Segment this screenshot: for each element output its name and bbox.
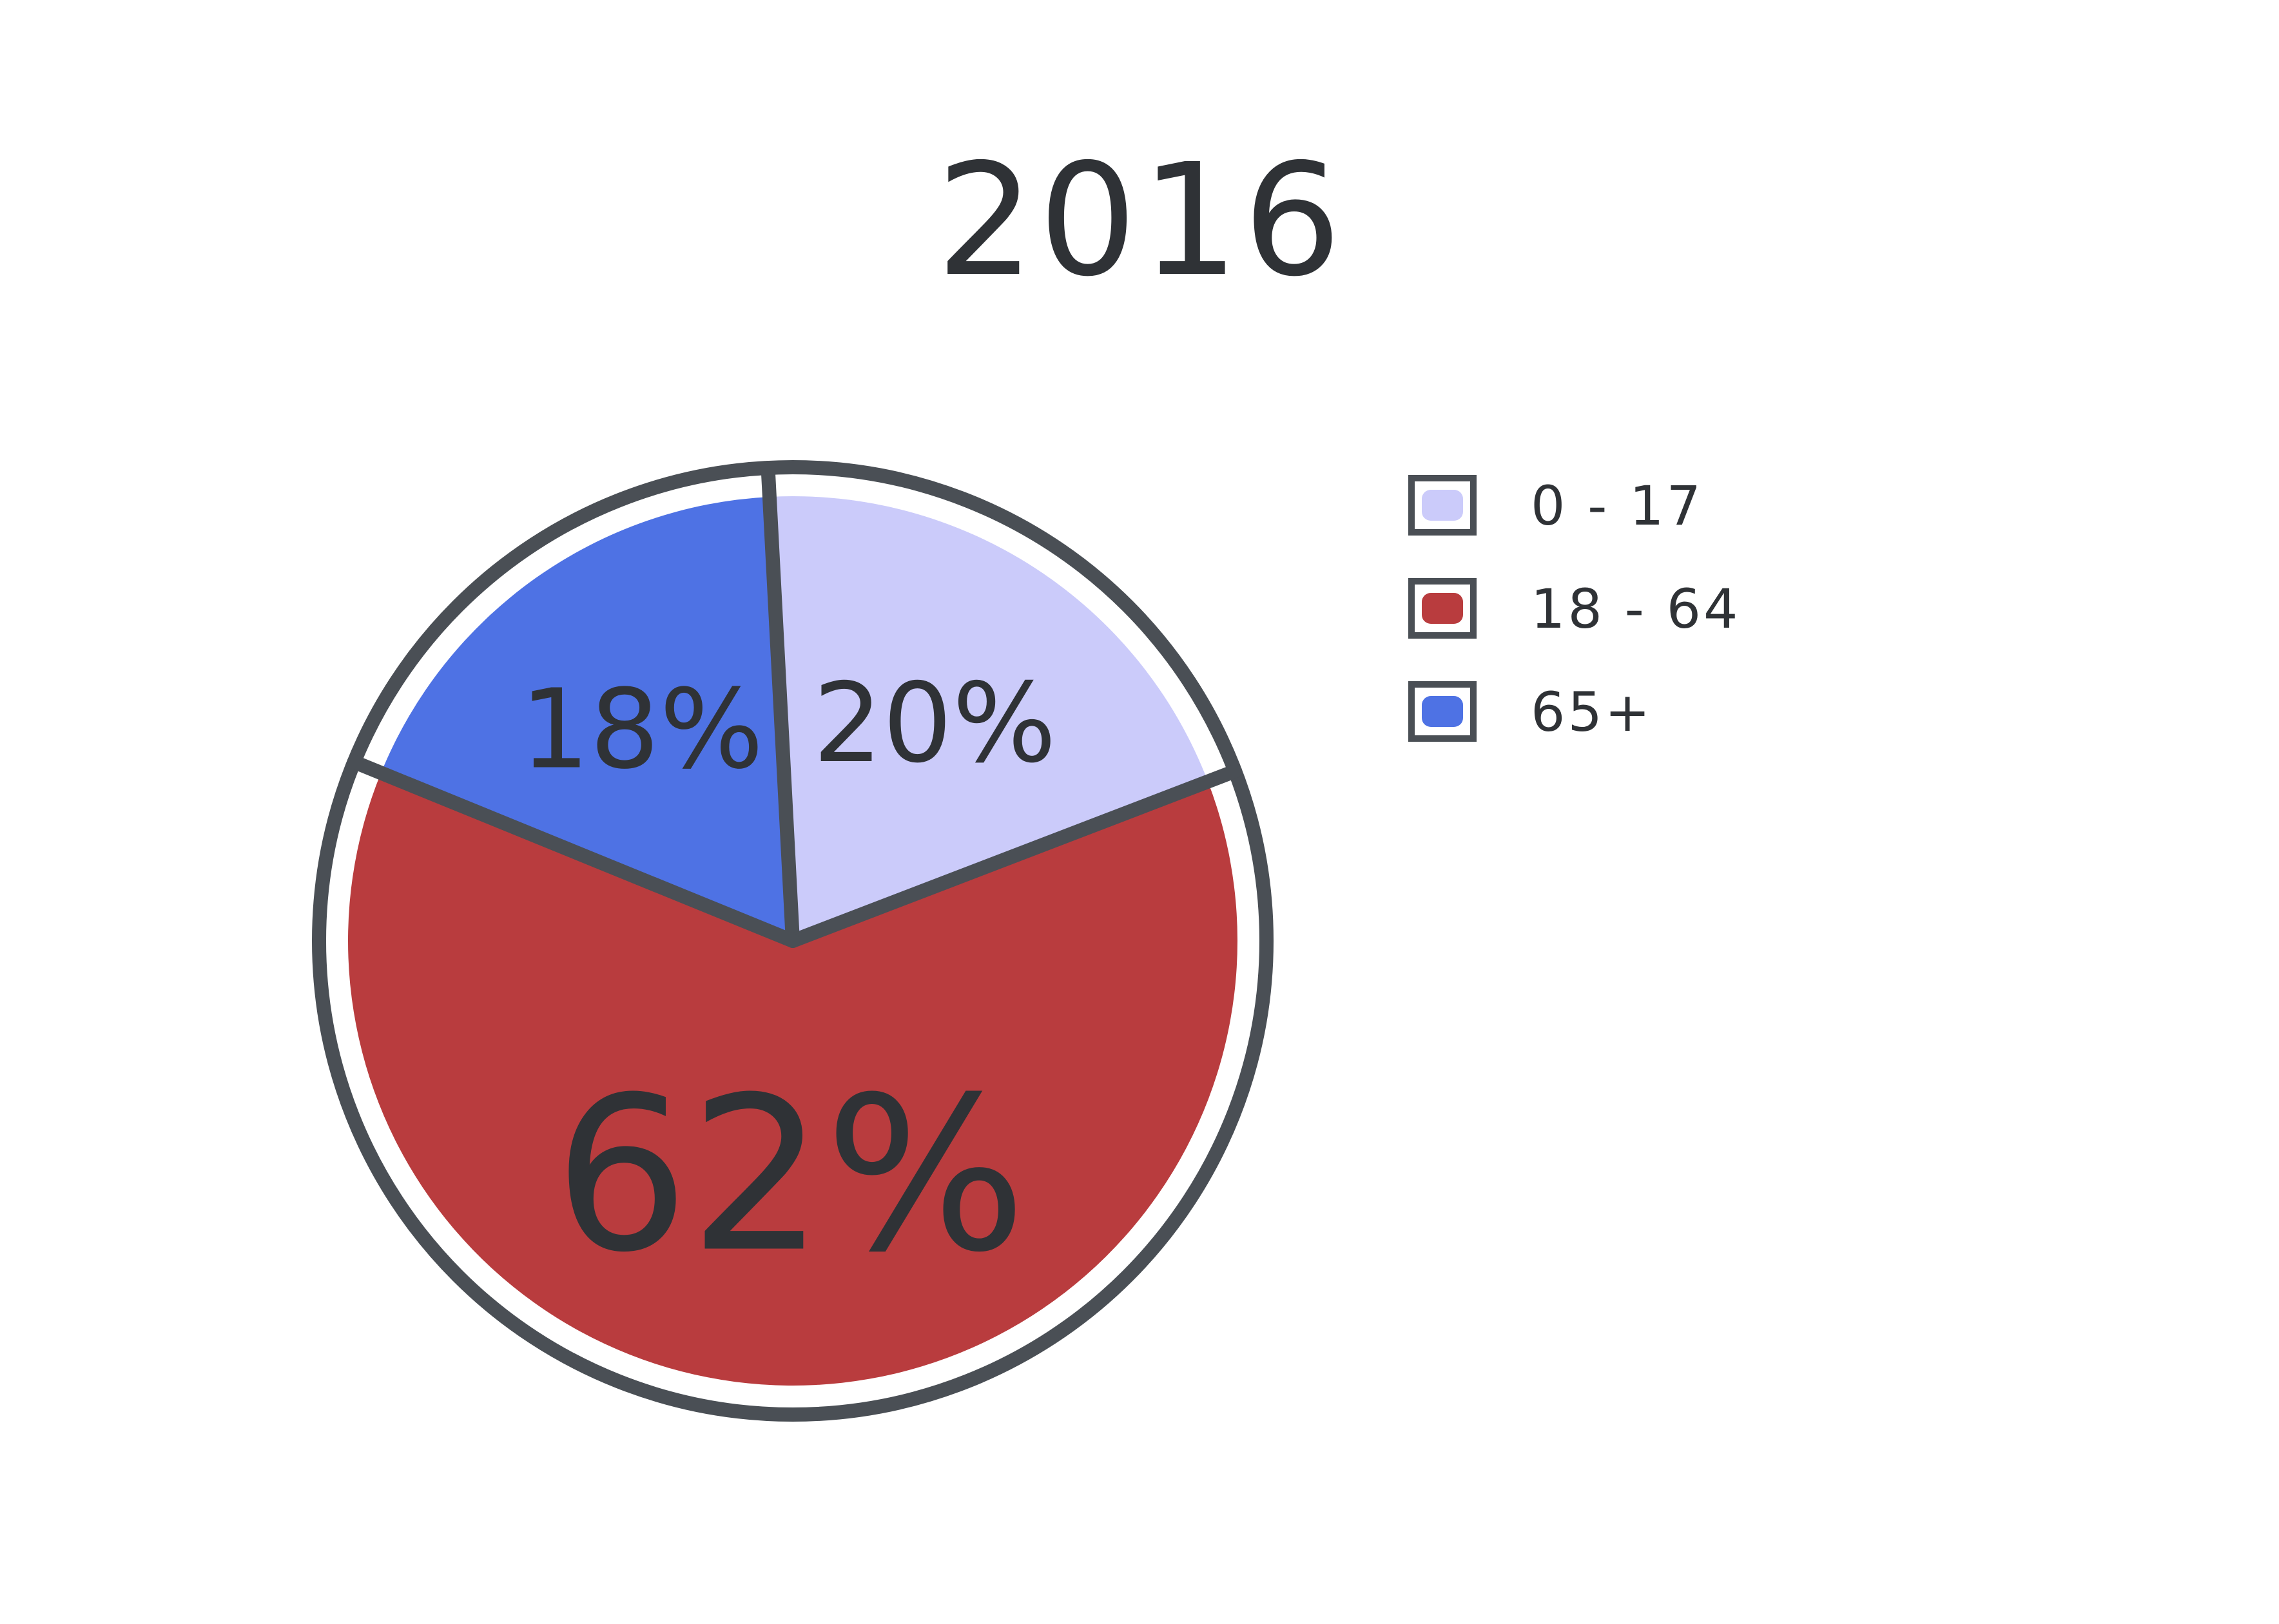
legend-label: 0 - 17 [1531, 474, 1703, 537]
pie-slice-65 [381, 496, 793, 941]
pie-divider [347, 755, 800, 948]
legend-swatch [1422, 490, 1463, 521]
legend-label: 18 - 64 [1531, 577, 1741, 641]
pie-divider [786, 764, 1243, 948]
pie-divider [761, 461, 800, 948]
pie-slice-label: 20% [813, 660, 1056, 788]
legend-item: 0 - 17 [1408, 474, 1703, 537]
pie-slice-label: 18% [520, 666, 764, 793]
pie-slice-0-17 [769, 496, 1208, 941]
chart-title: 2016 [936, 130, 1346, 311]
pie-slice-labels: 20% 62% 18% [520, 660, 1056, 1299]
legend-item: 65+ [1408, 681, 1653, 744]
legend-item: 18 - 64 [1408, 577, 1741, 641]
pie-slice-18-64 [348, 773, 1237, 1386]
legend-label: 65+ [1531, 681, 1653, 744]
pie-dividers [347, 461, 1243, 948]
pie-slice-label: 62% [554, 1051, 1026, 1299]
legend-swatch [1422, 696, 1463, 727]
pie-outline [312, 460, 1274, 1422]
legend-swatch [1422, 593, 1463, 624]
pie-slices [348, 496, 1237, 1386]
legend: 0 - 17 18 - 64 65+ [1408, 474, 1741, 744]
